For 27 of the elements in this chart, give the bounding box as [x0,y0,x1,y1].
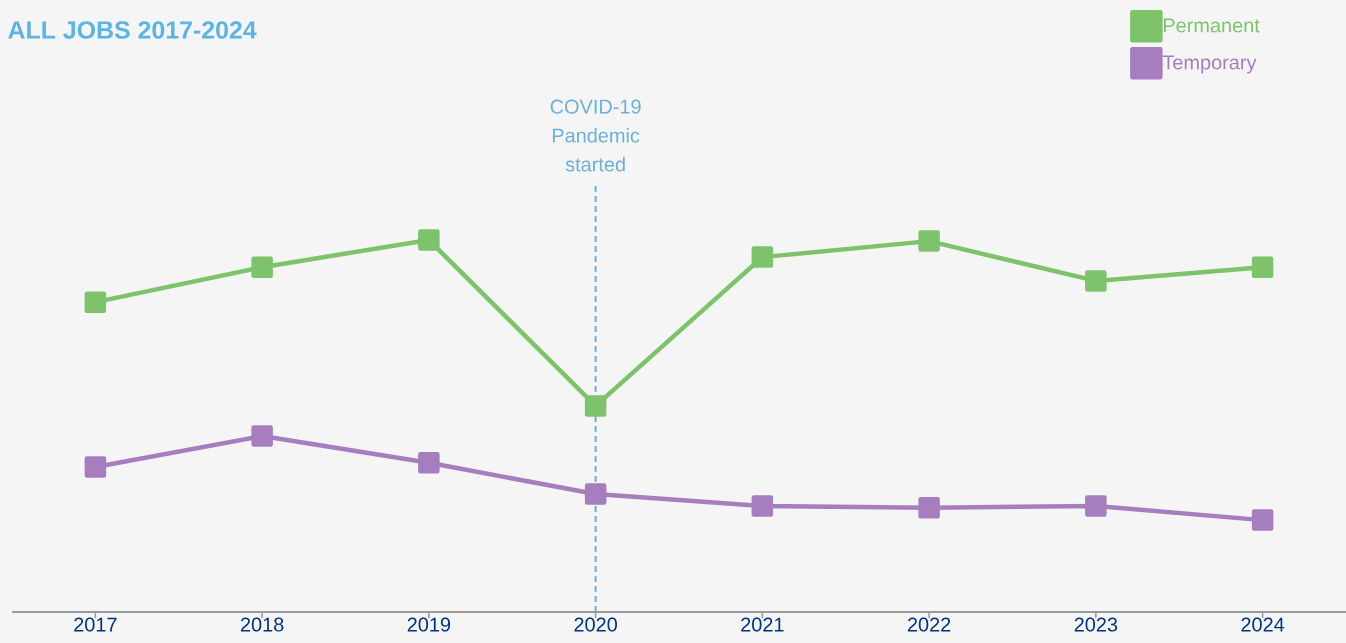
point [1085,270,1107,292]
point [751,495,774,517]
x-tick-label: 2021 [741,617,784,632]
x-tick-label: 2018 [240,617,284,632]
point [418,452,440,474]
legend-label: Permanent [1164,18,1260,33]
point [1085,495,1107,517]
point [751,246,774,268]
point [251,256,273,278]
point [918,230,940,252]
x-tick-label: 2020 [574,617,617,632]
point [1251,256,1274,278]
x-tick-label: 2024 [1241,617,1285,632]
x-tick-label: 2022 [907,617,951,632]
x-tick-label: 2017 [74,617,117,632]
x-tick-label: 2023 [1074,617,1118,632]
point [251,425,273,447]
ref-line-label: COVID-19 Pandemic started [550,99,641,172]
point [84,456,107,478]
point [84,291,107,313]
chart-title: ALL JOBS 2017-2024 [8,21,257,39]
point [584,483,607,505]
x-tick-label: 2019 [407,617,451,632]
point [918,497,940,519]
point [584,395,607,417]
point [1251,509,1274,531]
point [418,229,440,251]
